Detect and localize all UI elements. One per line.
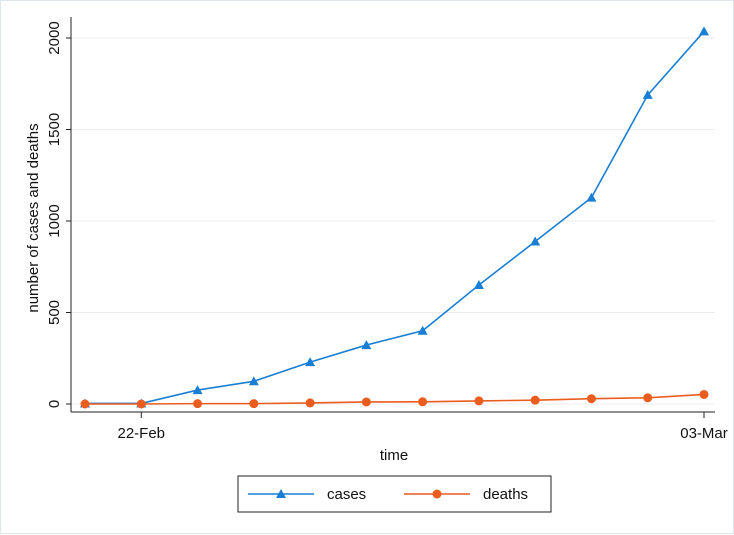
x-ticks: 22-Feb 03-Mar <box>118 412 728 442</box>
data-point-deaths <box>193 399 203 409</box>
axes <box>70 17 715 413</box>
legend-item-deaths: deaths <box>404 486 528 503</box>
y-tick-label: 2000 <box>46 21 63 54</box>
y-tick-label: 1000 <box>46 204 63 237</box>
data-point-deaths <box>474 396 484 406</box>
data-point-cases <box>586 192 597 202</box>
data-point-cases <box>305 357 316 367</box>
data-point-cases <box>642 89 653 99</box>
legend: cases deaths <box>237 475 552 513</box>
data-point-deaths <box>249 399 259 409</box>
legend-item-cases: cases <box>248 486 366 503</box>
data-point-cases <box>473 280 484 290</box>
y-ticks: 0 500 1000 1500 2000 <box>46 21 71 408</box>
x-axis-title: time <box>380 447 408 464</box>
legend-marker <box>432 489 442 499</box>
y-tick-label: 0 <box>46 400 63 408</box>
series-line-cases <box>85 30 705 405</box>
data-point-deaths <box>643 393 653 403</box>
data-point-deaths <box>136 399 146 409</box>
data-point-deaths <box>80 399 90 409</box>
data-point-deaths <box>699 389 709 399</box>
series-cases <box>80 26 709 408</box>
data-point-deaths <box>530 395 540 405</box>
y-axis-title: number of cases and deaths <box>25 123 42 312</box>
series-group <box>80 26 709 409</box>
data-point-cases <box>699 26 709 36</box>
legend-label: cases <box>327 486 366 503</box>
x-tick-label: 03-Mar <box>680 425 728 442</box>
data-point-cases <box>361 340 372 350</box>
data-point-deaths <box>586 394 596 404</box>
series-line-deaths <box>85 393 705 405</box>
y-tick-label: 500 <box>46 300 63 325</box>
series-deaths <box>80 389 709 409</box>
legend-marker <box>276 489 286 498</box>
data-point-cases <box>248 376 259 386</box>
data-point-cases <box>417 325 428 335</box>
data-point-deaths <box>305 398 315 408</box>
y-tick-label: 1500 <box>46 113 63 146</box>
data-point-deaths <box>361 397 371 407</box>
legend-label: deaths <box>483 486 528 503</box>
data-point-deaths <box>418 397 428 407</box>
grid-lines <box>71 37 715 405</box>
x-tick-label: 22-Feb <box>118 425 166 442</box>
data-point-cases <box>192 385 203 395</box>
data-point-cases <box>530 236 541 246</box>
